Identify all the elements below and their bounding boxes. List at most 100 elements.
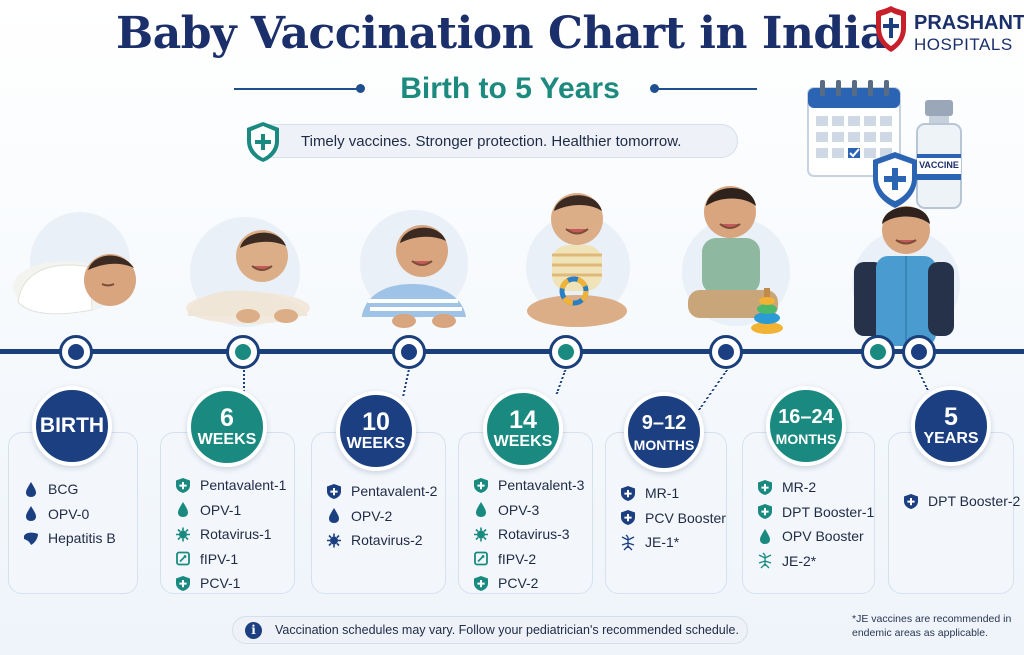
stage-number: 6 <box>220 404 234 432</box>
timeline-node-birth <box>59 335 93 369</box>
vaccine-item: PCV-1 <box>175 571 286 596</box>
vaccine-item: Hepatitis B <box>23 526 116 551</box>
stage-number: 10 <box>362 408 390 436</box>
vaccine-item: OPV Booster <box>757 524 874 549</box>
stage-badge-birth: BIRTH <box>32 386 112 466</box>
syringe-box-icon <box>176 551 190 566</box>
vaccine-name: fIPV-1 <box>200 550 239 567</box>
connector-10-weeks <box>402 370 410 396</box>
stage-badge-9-12-months: 9–12 MONTHS <box>624 392 704 472</box>
shield-icon <box>474 575 488 591</box>
vaccine-name: OPV-3 <box>498 501 540 518</box>
shield-icon <box>474 477 488 493</box>
vaccine-name: OPV-2 <box>351 507 393 524</box>
baby-illustration-6-weeks <box>178 212 313 332</box>
vaccine-item: OPV-2 <box>326 504 437 529</box>
vaccine-name: DPT Booster-2 <box>928 493 1021 510</box>
vaccine-name: Pentavalent-1 <box>200 477 287 494</box>
vaccine-name: PCV-2 <box>498 575 539 592</box>
virus-icon <box>327 533 341 548</box>
stage-badge-6-weeks: 6 WEEKS <box>187 387 267 467</box>
stage-number: 16–24 <box>778 406 834 428</box>
baby-illustration-9-12-months <box>680 178 798 343</box>
vaccine-name: Rotavirus-3 <box>498 526 570 543</box>
timeline-node-9-12-months <box>709 335 743 369</box>
subtitle-divider-left <box>234 88 358 90</box>
timeline-node-6-weeks <box>226 335 260 369</box>
vaccine-item: PCV-2 <box>473 571 584 596</box>
mosquito-icon <box>621 534 635 551</box>
stage-number: 5 <box>944 403 958 431</box>
vaccine-name: OPV-1 <box>200 501 242 518</box>
shield-icon <box>621 485 635 501</box>
vaccine-list: Pentavalent-2 OPV-2 Rotavirus-2 <box>326 479 437 553</box>
shield-icon <box>758 479 772 495</box>
timeline-bar <box>0 349 1024 354</box>
shield-icon <box>904 493 918 509</box>
vaccine-item: Pentavalent-3 <box>473 473 584 498</box>
stage-badge-5-years: 5 YEARS <box>911 386 991 466</box>
vaccine-name: MR-1 <box>645 485 680 502</box>
drop-icon <box>26 506 36 522</box>
vaccine-list: Pentavalent-1 OPV-1 Rotavirus-1 fIPV-1 PC… <box>175 473 286 596</box>
vaccine-item: OPV-3 <box>473 498 584 523</box>
timeline-node-16-24-months <box>861 335 895 369</box>
stage-unit: YEARS <box>923 430 979 447</box>
connector-9-12-months <box>697 370 729 410</box>
vaccine-name: DPT Booster-1 <box>782 503 875 520</box>
drop-icon <box>26 481 36 497</box>
vaccine-item: Pentavalent-2 <box>326 479 437 504</box>
stage-unit: MONTHS <box>633 437 695 453</box>
baby-illustration-10-weeks <box>348 205 473 330</box>
shield-plus-icon <box>873 152 917 208</box>
vaccine-item: OPV-1 <box>175 498 286 523</box>
syringe-box-icon <box>474 551 488 566</box>
stage-label: BIRTH <box>39 414 105 437</box>
vaccine-item: PCV Booster <box>620 506 726 531</box>
vaccine-list: MR-1 PCV Booster JE-1* <box>620 481 726 555</box>
vaccine-item: MR-2 <box>757 475 874 500</box>
baby-illustration-14-weeks <box>522 185 632 335</box>
child-illustration-5-years <box>850 200 962 350</box>
shield-icon <box>758 504 772 520</box>
vaccine-item: fIPV-1 <box>175 547 286 572</box>
vaccine-item: fIPV-2 <box>473 547 584 572</box>
stage-unit: MONTHS <box>775 431 837 447</box>
info-icon: i <box>245 622 262 639</box>
connector-5-years <box>917 370 929 390</box>
vaccine-name: PCV Booster <box>645 509 726 526</box>
vaccine-item: DPT Booster-1 <box>757 500 874 525</box>
subtitle-dot-right <box>650 84 659 93</box>
drop-icon <box>476 502 486 518</box>
vaccine-name: Rotavirus-2 <box>351 532 423 549</box>
mosquito-icon <box>758 552 772 569</box>
vaccine-item: JE-1* <box>620 530 726 555</box>
vaccine-name: JE-2* <box>782 552 817 569</box>
je-footnote: *JE vaccines are recommended in endemic … <box>852 613 1012 639</box>
vaccine-list: MR-2 DPT Booster-1 OPV Booster JE-2* <box>757 475 874 573</box>
stage-card-10-weeks: Pentavalent-2 OPV-2 Rotavirus-2 <box>311 432 446 594</box>
vaccine-item: BCG <box>23 477 116 502</box>
tagline-pill: Timely vaccines. Stronger protection. He… <box>247 122 738 162</box>
baby-illustration-birth <box>10 212 145 322</box>
stage-number: 14 <box>509 406 537 434</box>
vaccine-item: OPV-0 <box>23 502 116 527</box>
stage-unit: WEEKS <box>493 433 553 450</box>
vaccine-item: Rotavirus-3 <box>473 522 584 547</box>
vaccine-item: Rotavirus-2 <box>326 528 437 553</box>
logo-subtitle: HOSPITALS <box>914 35 1013 54</box>
stage-number: 9–12 <box>641 412 687 434</box>
shield-icon <box>621 510 635 526</box>
vaccine-name: BCG <box>48 481 79 498</box>
schedule-note: i Vaccination schedules may vary. Follow… <box>232 616 748 644</box>
drop-icon <box>760 528 770 544</box>
drop-icon <box>329 508 339 524</box>
vaccine-name: MR-2 <box>782 479 817 496</box>
vial-label: VACCINE <box>919 160 959 170</box>
liver-icon <box>24 532 38 545</box>
stage-card-16-24-months: MR-2 DPT Booster-1 OPV Booster JE-2* <box>742 432 875 594</box>
timeline-node-14-weeks <box>549 335 583 369</box>
vaccine-list: DPT Booster-2 <box>903 489 1020 514</box>
hospital-crest-icon <box>876 6 906 52</box>
